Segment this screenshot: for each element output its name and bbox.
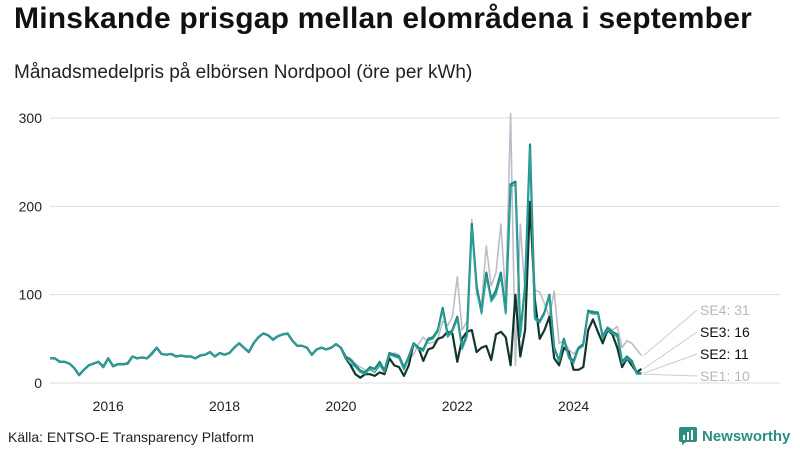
brand-logo: Newsworthy	[679, 427, 790, 445]
series-line-se3	[50, 200, 643, 379]
x-tick-label: 2018	[209, 398, 240, 414]
newsworthy-logo-icon	[679, 427, 697, 445]
series-line-se1	[50, 147, 642, 376]
y-tick-label: 0	[34, 375, 42, 391]
leader-line	[643, 309, 698, 356]
end-label-se1: SE1: 10	[700, 368, 750, 384]
end-labels: SE4: 31 SE3: 16 SE2: 11 SE1: 10	[643, 302, 750, 384]
end-label-se2: SE2: 11	[700, 346, 749, 362]
x-tick-label: 2020	[325, 398, 356, 414]
series-lines	[50, 112, 643, 379]
leader-line	[643, 353, 698, 374]
y-tick-label: 300	[19, 110, 43, 126]
leader-line	[643, 331, 698, 370]
brand-name: Newsworthy	[702, 427, 791, 445]
grid-lines	[50, 117, 780, 384]
end-label-se4: SE4: 31	[700, 302, 750, 318]
chart-subtitle: Månadsmedelpris på elbörsen Nordpool (ör…	[14, 62, 473, 83]
end-label-se3: SE3: 16	[700, 324, 750, 340]
axis-labels: 0 100 200 300 2016 2018 2020 2022 2024	[19, 110, 590, 414]
y-tick-label: 100	[19, 287, 43, 303]
x-tick-label: 2022	[442, 398, 473, 414]
leader-line	[643, 373, 698, 377]
x-tick-label: 2016	[93, 398, 124, 414]
source-note: Källa: ENTSO-E Transparency Platform	[8, 429, 254, 445]
y-tick-label: 200	[19, 198, 43, 214]
chart-title: Minskande prisgap mellan elområdena i se…	[14, 2, 752, 35]
x-tick-label: 2024	[558, 398, 589, 414]
